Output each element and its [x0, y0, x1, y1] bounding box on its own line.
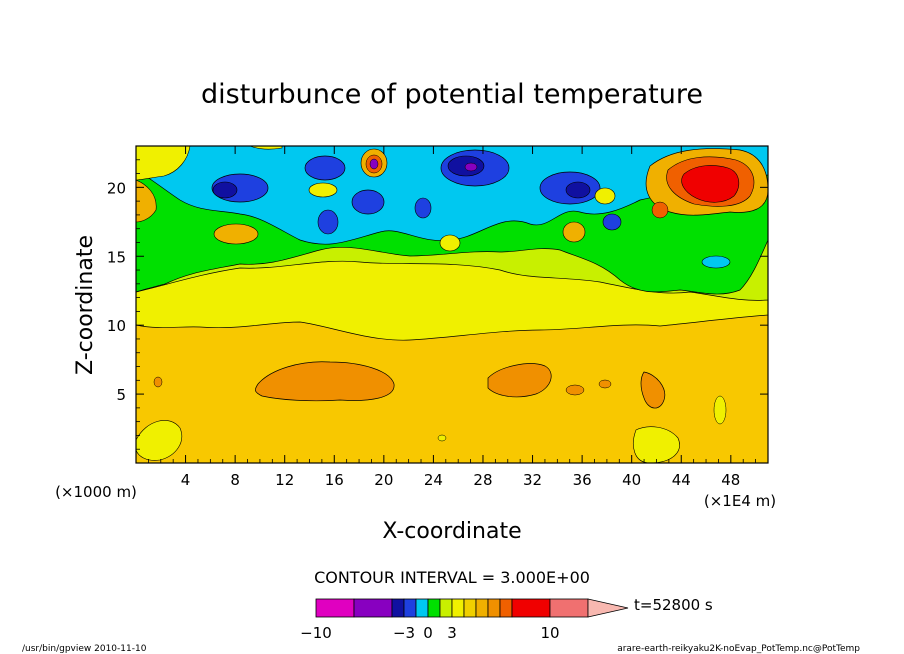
colorbar-swatch	[451, 598, 465, 618]
x-tick-label: 32	[523, 471, 542, 489]
x-tick-label: 48	[721, 471, 740, 489]
x-tick-label: 44	[672, 471, 691, 489]
footer-right: arare-earth-reikyaku2K-noEvap_PotTemp.nc…	[617, 644, 860, 654]
colorbar-swatch	[499, 598, 513, 618]
y-tick-label: 15	[107, 248, 126, 266]
x-tick-label: 36	[573, 471, 592, 489]
y-tick-label: 20	[107, 179, 126, 197]
colorbar-swatch	[315, 598, 355, 618]
y-tick-label: 10	[107, 317, 126, 335]
colorbar-swatch	[511, 598, 551, 618]
y-axis: 5 10 15 20	[107, 159, 768, 450]
colorbar-tick-label: −10	[300, 624, 332, 642]
colorbar-swatch	[415, 598, 429, 618]
colorbar-swatch	[463, 598, 477, 618]
x-scale-note: (×1E4 m)	[704, 492, 776, 510]
x-tick-label: 24	[424, 471, 443, 489]
colorbar-arrow	[587, 598, 629, 618]
x-tick-label: 20	[374, 471, 393, 489]
colorbar-swatch	[475, 598, 489, 618]
y-tick-label: 5	[116, 386, 126, 404]
contour-interval-label: CONTOUR INTERVAL = 3.000E+00	[314, 568, 590, 587]
y-axis-title: Z-coordinate	[73, 235, 98, 375]
x-tick-label: 8	[230, 471, 240, 489]
footer-left: /usr/bin/gpview 2010-11-10	[22, 644, 147, 654]
colorbar-tick-label: −3	[393, 624, 415, 642]
x-tick-label: 28	[473, 471, 492, 489]
x-tick-label: 4	[181, 471, 191, 489]
time-label: t=52800 s	[634, 596, 713, 614]
colorbar-swatch	[439, 598, 453, 618]
colorbar-swatch	[353, 598, 393, 618]
colorbar-swatch	[391, 598, 405, 618]
x-unit-label: (×1000 m)	[55, 483, 137, 501]
x-tick-label: 16	[325, 471, 344, 489]
colorbar-swatch	[427, 598, 441, 618]
colorbar-swatch	[549, 598, 589, 618]
x-axis-title: X-coordinate	[382, 519, 521, 544]
plot-area	[136, 146, 768, 463]
x-tick-label: 40	[622, 471, 641, 489]
colorbar	[315, 598, 629, 618]
colorbar-tick-label: 10	[540, 624, 559, 642]
colorbar-swatch	[487, 598, 501, 618]
colorbar-tick-label: 3	[447, 624, 457, 642]
colorbar-swatch	[403, 598, 417, 618]
colorbar-ticks: −10 −3 0 3 10	[300, 624, 559, 642]
chart-title: disturbunce of potential temperature	[201, 79, 703, 110]
colorbar-tick-label: 0	[423, 624, 433, 642]
x-axis: 4 8 12 16 20 24 28 32 36 40 44 48	[147, 146, 757, 489]
x-tick-label: 12	[275, 471, 294, 489]
plot-frame	[135, 145, 769, 464]
